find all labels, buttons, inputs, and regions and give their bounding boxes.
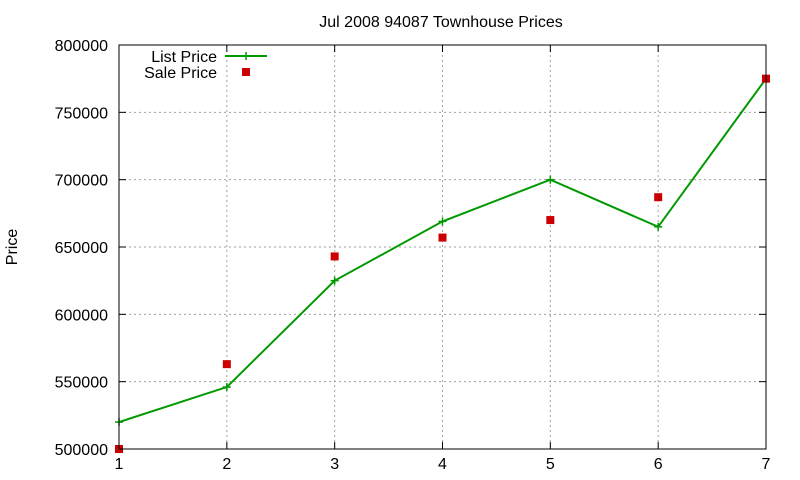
sale-price-point <box>222 360 231 369</box>
y-tick-label: 650000 <box>55 240 108 257</box>
y-tick-label: 700000 <box>55 173 108 190</box>
gridlines <box>119 45 766 449</box>
x-tick-label: 5 <box>546 456 555 473</box>
y-tick-label: 750000 <box>55 105 108 122</box>
plot-frame <box>118 44 767 450</box>
y-tick-label: 500000 <box>55 442 108 459</box>
legend-label: Sale Price <box>144 65 217 82</box>
sale-price-point <box>438 233 447 242</box>
y-tick-label: 550000 <box>55 375 108 392</box>
axis-ticks: 1 2 3 4 5 6 7 500000 550000 600000 650000 700000 750… <box>55 38 771 473</box>
list-price-point <box>654 222 663 231</box>
x-tick-label: 3 <box>330 456 339 473</box>
y-tick-label: 800000 <box>55 38 108 55</box>
list-price-point <box>546 175 555 184</box>
sale-price-point <box>330 252 339 261</box>
x-tick-label: 1 <box>115 456 124 473</box>
x-tick-label: 7 <box>762 456 771 473</box>
sale-price-point <box>546 216 555 225</box>
legend-label: List Price <box>151 49 217 66</box>
sale-price-point <box>654 193 663 202</box>
legend-square-swatch <box>242 68 250 76</box>
x-tick-label: 6 <box>654 456 663 473</box>
y-tick-label: 600000 <box>55 307 108 324</box>
legend-plus-swatch <box>242 52 250 60</box>
list-price-point <box>330 276 339 285</box>
x-tick-label: 2 <box>222 456 231 473</box>
chart-title: Jul 2008 94087 Townhouse Prices <box>319 14 562 31</box>
y-axis-title: Price <box>4 229 21 266</box>
x-tick-label: 4 <box>438 456 447 473</box>
list-price-point <box>438 217 447 226</box>
list-price-point <box>222 383 231 392</box>
